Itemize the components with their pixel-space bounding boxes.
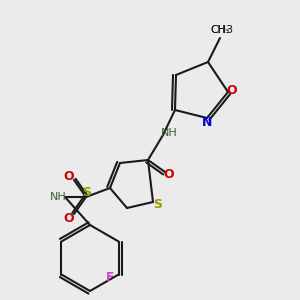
- Text: CH₃: CH₃: [210, 25, 230, 35]
- Text: O: O: [164, 169, 174, 182]
- Text: O: O: [64, 212, 74, 224]
- Text: O: O: [227, 83, 237, 97]
- Text: CH3: CH3: [210, 25, 234, 35]
- Text: N: N: [202, 116, 212, 128]
- Text: O: O: [64, 170, 74, 184]
- Text: S: S: [154, 199, 163, 212]
- Text: F: F: [106, 271, 115, 284]
- Text: NH: NH: [50, 192, 66, 202]
- Text: S: S: [82, 185, 91, 199]
- Text: NH: NH: [160, 128, 177, 138]
